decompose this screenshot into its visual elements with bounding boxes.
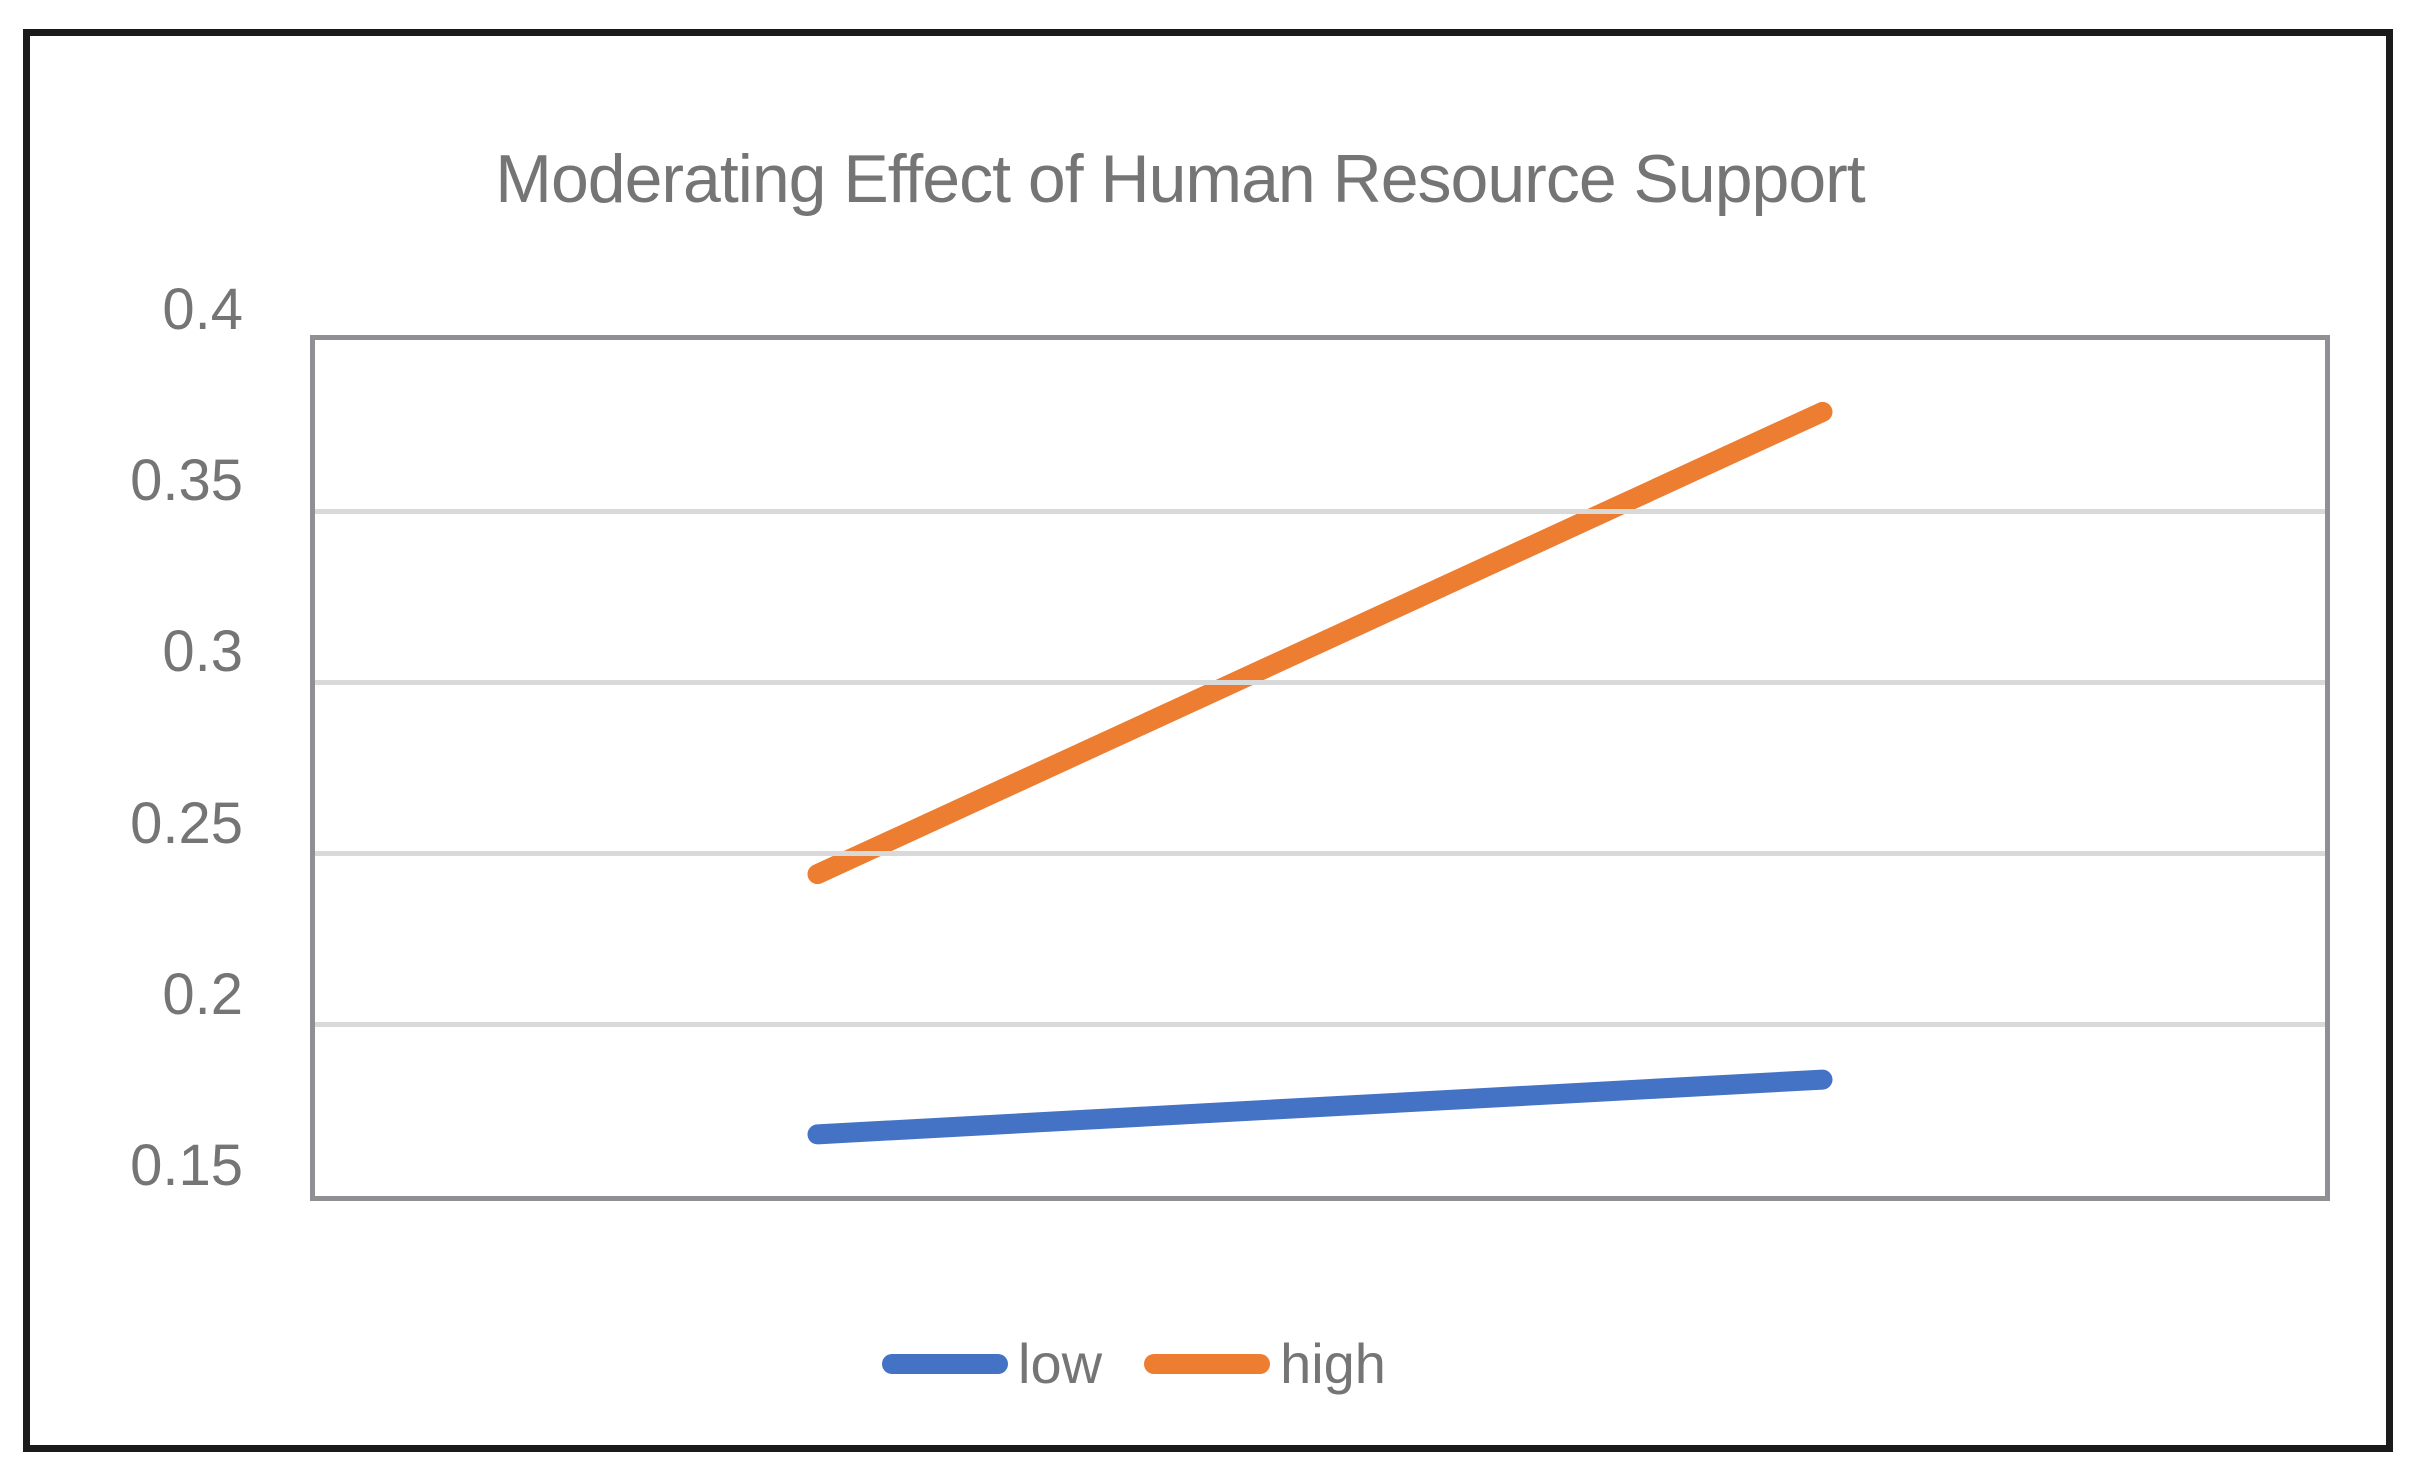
y-tick-label: 0.35 bbox=[130, 448, 243, 514]
legend-swatch-high bbox=[1144, 1354, 1271, 1374]
legend-swatch-low bbox=[882, 1354, 1009, 1374]
legend-item-low: low bbox=[882, 1336, 1102, 1392]
plot-area bbox=[310, 335, 2330, 1201]
legend: low high bbox=[53, 1336, 2215, 1392]
gridline bbox=[315, 679, 2325, 685]
legend-item-high: high bbox=[1144, 1336, 1386, 1392]
chart-title: Moderating Effect of Human Resource Supp… bbox=[495, 141, 1865, 217]
legend-label-high: high bbox=[1280, 1332, 1386, 1395]
gridline bbox=[315, 508, 2325, 514]
plot-lines bbox=[807, 401, 1833, 1145]
y-tick-label: 0.25 bbox=[130, 790, 243, 856]
chart-border-frame: Moderating Effect of Human Resource Supp… bbox=[23, 29, 2393, 1452]
series-line-low bbox=[807, 1069, 1833, 1145]
y-tick-label: 0.3 bbox=[162, 619, 243, 685]
series-line-high bbox=[807, 401, 1833, 885]
y-tick-label: 0.4 bbox=[162, 276, 243, 342]
gridline bbox=[315, 1022, 2325, 1028]
legend-label-low: low bbox=[1018, 1332, 1103, 1395]
y-tick-label: 0.2 bbox=[162, 961, 243, 1027]
gridline bbox=[315, 851, 2325, 857]
y-tick-label: 0.15 bbox=[130, 1132, 243, 1198]
